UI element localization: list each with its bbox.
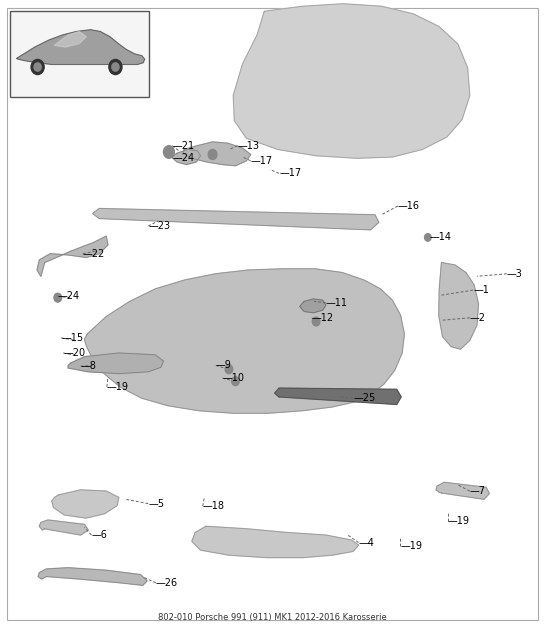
Polygon shape <box>192 526 359 558</box>
Polygon shape <box>52 490 119 518</box>
Bar <box>10 11 149 97</box>
Text: —1: —1 <box>473 285 489 295</box>
Polygon shape <box>183 142 251 166</box>
Polygon shape <box>233 4 470 158</box>
Text: —3: —3 <box>507 269 523 279</box>
Text: —23: —23 <box>148 221 171 231</box>
Text: —22: —22 <box>83 249 105 259</box>
Text: —4: —4 <box>359 538 374 548</box>
Circle shape <box>425 234 431 241</box>
Polygon shape <box>436 482 489 499</box>
Text: —6: —6 <box>92 530 107 540</box>
Polygon shape <box>275 388 401 404</box>
Text: —14: —14 <box>429 232 451 242</box>
Text: —11: —11 <box>326 298 348 308</box>
Text: —24: —24 <box>172 153 195 163</box>
Polygon shape <box>54 31 86 47</box>
Circle shape <box>31 60 44 75</box>
Text: —21: —21 <box>172 141 195 151</box>
Polygon shape <box>172 149 201 165</box>
Polygon shape <box>68 353 164 374</box>
Circle shape <box>312 317 320 326</box>
Circle shape <box>164 146 174 158</box>
Text: —7: —7 <box>470 486 486 496</box>
Polygon shape <box>38 568 147 585</box>
Text: —17: —17 <box>251 156 273 166</box>
Polygon shape <box>37 236 108 276</box>
Polygon shape <box>300 299 326 313</box>
Text: —8: —8 <box>81 361 96 371</box>
Text: —15: —15 <box>61 333 83 343</box>
Text: —25: —25 <box>353 393 376 403</box>
Text: —13: —13 <box>238 141 259 151</box>
Circle shape <box>34 63 41 71</box>
Text: —2: —2 <box>470 313 486 323</box>
Circle shape <box>112 63 119 71</box>
Circle shape <box>109 60 122 75</box>
Circle shape <box>232 377 239 386</box>
Polygon shape <box>439 263 479 349</box>
Text: 802-010 Porsche 991 (911) MK1 2012-2016 Karosserie: 802-010 Porsche 991 (911) MK1 2012-2016 … <box>158 613 387 622</box>
Circle shape <box>225 365 233 374</box>
Text: —16: —16 <box>398 201 420 211</box>
Text: —19: —19 <box>448 516 470 526</box>
Polygon shape <box>84 269 404 413</box>
Text: —9: —9 <box>216 360 232 371</box>
Polygon shape <box>93 208 379 230</box>
Circle shape <box>208 149 217 160</box>
Text: —17: —17 <box>279 168 301 178</box>
Text: —5: —5 <box>148 499 164 509</box>
Polygon shape <box>17 30 144 65</box>
Text: —19: —19 <box>400 541 422 551</box>
Text: —19: —19 <box>107 382 129 392</box>
Text: —12: —12 <box>312 313 334 323</box>
Text: —24: —24 <box>58 291 80 301</box>
Text: —26: —26 <box>156 578 178 588</box>
Polygon shape <box>39 520 88 535</box>
Text: —10: —10 <box>222 373 244 383</box>
Text: —18: —18 <box>203 501 225 511</box>
Text: —20: —20 <box>63 348 86 358</box>
Circle shape <box>54 293 62 302</box>
